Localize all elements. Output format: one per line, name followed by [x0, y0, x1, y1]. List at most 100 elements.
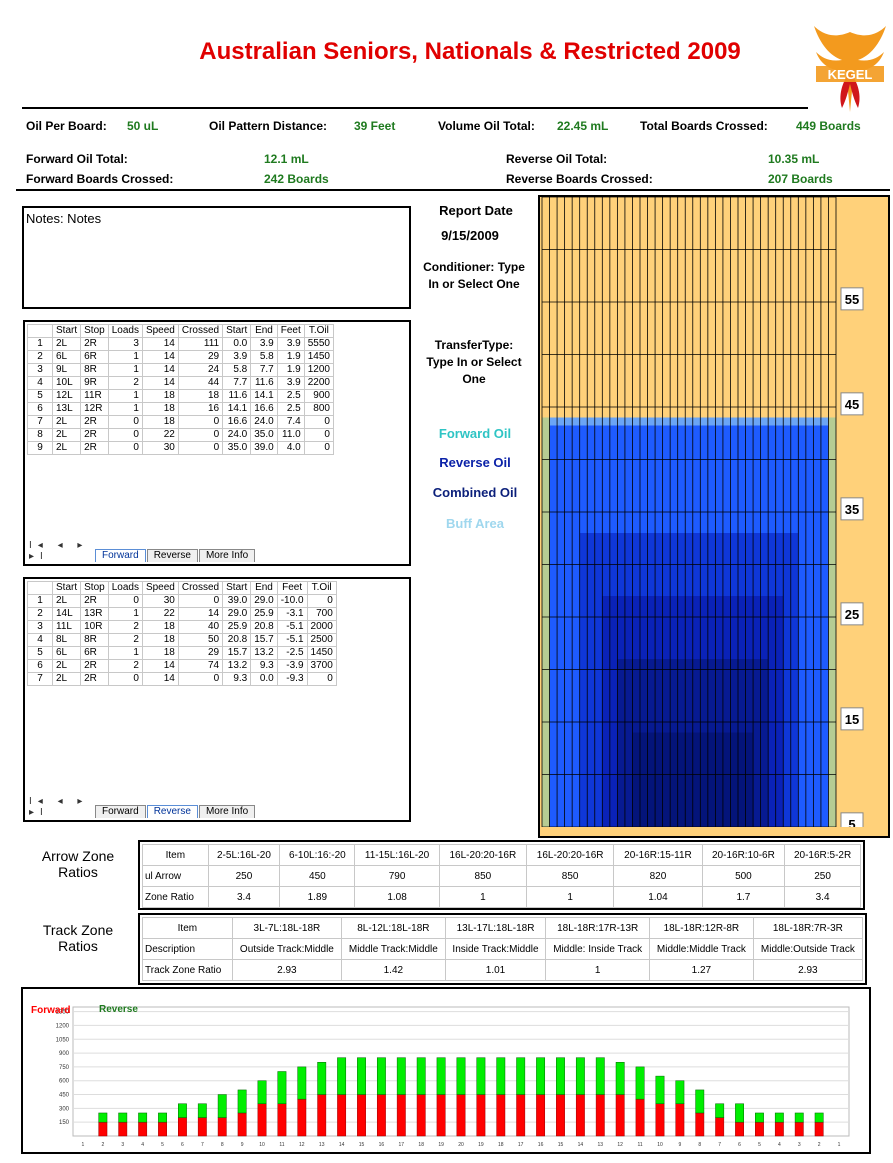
- table-cell[interactable]: 35.0: [250, 428, 278, 442]
- tab-reverse[interactable]: Reverse: [146, 805, 198, 818]
- table-cell[interactable]: 20.8: [250, 620, 278, 634]
- table-cell[interactable]: 39.0: [222, 594, 252, 608]
- table-cell[interactable]: 2L: [51, 337, 82, 351]
- table-cell[interactable]: 15.7: [222, 646, 252, 660]
- table-cell[interactable]: 2.5: [276, 389, 305, 403]
- table-row[interactable]: 5 6L 6R 1 18 29 15.7 13.2 -2.5 1450: [27, 646, 337, 660]
- table-row[interactable]: 3 9L 8R 1 14 24 5.8 7.7 1.9 1200: [27, 363, 334, 377]
- table-cell[interactable]: 2L: [51, 441, 82, 455]
- table-cell[interactable]: 1: [107, 363, 143, 377]
- table-cell[interactable]: 2: [107, 376, 143, 390]
- table-cell[interactable]: 14: [177, 607, 224, 621]
- table-cell[interactable]: 14: [141, 363, 179, 377]
- table-cell[interactable]: -5.1: [276, 620, 308, 634]
- table-cell[interactable]: 5550: [303, 337, 334, 351]
- table-cell[interactable]: 11.0: [276, 428, 305, 442]
- table-cell[interactable]: 14L: [51, 607, 82, 621]
- table-cell[interactable]: 900: [303, 389, 334, 403]
- table-cell[interactable]: 0: [177, 428, 224, 442]
- record-navigator[interactable]: I◂ ◂ ▸ ▸I: [29, 796, 89, 818]
- table-cell[interactable]: 40: [177, 620, 224, 634]
- table-cell[interactable]: 14: [141, 659, 179, 673]
- table-cell[interactable]: 1450: [306, 646, 337, 660]
- table-cell[interactable]: 18: [141, 389, 179, 403]
- table-cell[interactable]: 13L: [51, 402, 82, 416]
- table-cell[interactable]: 29.0: [250, 594, 278, 608]
- table-cell[interactable]: 24: [177, 363, 224, 377]
- table-cell[interactable]: 14: [141, 376, 179, 390]
- table-cell[interactable]: 7.7: [250, 363, 278, 377]
- table-cell[interactable]: 1450: [303, 350, 334, 364]
- table-cell[interactable]: 800: [303, 402, 334, 416]
- table-row[interactable]: 7 2L 2R 0 14 0 9.3 0.0 -9.3 0: [27, 672, 337, 686]
- table-cell[interactable]: 11L: [51, 620, 82, 634]
- table-cell[interactable]: 2R: [80, 659, 109, 673]
- table-cell[interactable]: 30: [141, 594, 179, 608]
- table-cell[interactable]: 0: [107, 441, 143, 455]
- table-cell[interactable]: 0: [303, 415, 334, 429]
- table-cell[interactable]: 10R: [80, 620, 109, 634]
- table-cell[interactable]: 2500: [306, 633, 337, 647]
- table-cell[interactable]: 1.9: [276, 350, 305, 364]
- table-cell[interactable]: 1: [107, 402, 143, 416]
- table-cell[interactable]: 25.9: [250, 607, 278, 621]
- table-cell[interactable]: 700: [306, 607, 337, 621]
- table-cell[interactable]: 0: [107, 415, 143, 429]
- table-cell[interactable]: 1.9: [276, 363, 305, 377]
- tab-more-info[interactable]: More Info: [198, 549, 256, 562]
- table-cell[interactable]: 9.3: [222, 672, 252, 686]
- table-cell[interactable]: 24.0: [250, 415, 278, 429]
- table-cell[interactable]: -3.9: [276, 659, 308, 673]
- table-cell[interactable]: 11.6: [222, 389, 252, 403]
- table-cell[interactable]: 22: [141, 607, 179, 621]
- table-cell[interactable]: 2R: [80, 441, 109, 455]
- table-cell[interactable]: -10.0: [276, 594, 308, 608]
- table-cell[interactable]: 111: [177, 337, 224, 351]
- table-cell[interactable]: 16: [177, 402, 224, 416]
- table-cell[interactable]: 2R: [80, 415, 109, 429]
- table-cell[interactable]: 13.2: [222, 659, 252, 673]
- tab-forward[interactable]: Forward: [95, 549, 146, 562]
- table-row[interactable]: 8 2L 2R 0 22 0 24.0 35.0 11.0 0: [27, 428, 334, 442]
- table-cell[interactable]: 2R: [80, 594, 109, 608]
- table-cell[interactable]: 2: [107, 659, 143, 673]
- table-cell[interactable]: 6R: [80, 646, 109, 660]
- table-cell[interactable]: 30: [141, 441, 179, 455]
- conditioner-field[interactable]: Conditioner: Type In or Select One: [423, 260, 525, 291]
- table-cell[interactable]: 16.6: [222, 415, 252, 429]
- table-row[interactable]: 2 14L 13R 1 22 14 29.0 25.9 -3.1 700: [27, 607, 337, 621]
- table-cell[interactable]: 74: [177, 659, 224, 673]
- table-row[interactable]: 2 6L 6R 1 14 29 3.9 5.8 1.9 1450: [27, 350, 334, 364]
- table-cell[interactable]: 3700: [306, 659, 337, 673]
- table-cell[interactable]: 22: [141, 428, 179, 442]
- table-cell[interactable]: 8L: [51, 633, 82, 647]
- table-cell[interactable]: 15.7: [250, 633, 278, 647]
- table-row[interactable]: 4 10L 9R 2 14 44 7.7 11.6 3.9 2200: [27, 376, 334, 390]
- table-cell[interactable]: 18: [177, 389, 224, 403]
- table-cell[interactable]: 18: [141, 620, 179, 634]
- table-cell[interactable]: -5.1: [276, 633, 308, 647]
- table-cell[interactable]: 18: [141, 633, 179, 647]
- reverse-grid[interactable]: Start Stop Loads Speed Crossed Start End Feet T.…: [23, 577, 411, 822]
- table-cell[interactable]: 9.3: [250, 659, 278, 673]
- table-cell[interactable]: 9L: [51, 363, 82, 377]
- table-cell[interactable]: 1200: [303, 363, 334, 377]
- table-cell[interactable]: 3.9: [276, 376, 305, 390]
- table-cell[interactable]: 50: [177, 633, 224, 647]
- table-cell[interactable]: 24.0: [222, 428, 252, 442]
- table-row[interactable]: 9 2L 2R 0 30 0 35.0 39.0 4.0 0: [27, 441, 334, 455]
- table-cell[interactable]: 29: [177, 350, 224, 364]
- table-cell[interactable]: 2R: [80, 672, 109, 686]
- table-cell[interactable]: 0: [177, 441, 224, 455]
- table-cell[interactable]: 6L: [51, 646, 82, 660]
- table-cell[interactable]: 29: [177, 646, 224, 660]
- table-cell[interactable]: 2L: [51, 672, 82, 686]
- table-cell[interactable]: 1: [107, 389, 143, 403]
- table-cell[interactable]: 6R: [80, 350, 109, 364]
- table-cell[interactable]: 2L: [51, 428, 82, 442]
- table-cell[interactable]: 3.9: [222, 350, 252, 364]
- table-cell[interactable]: 0: [177, 672, 224, 686]
- table-cell[interactable]: 10L: [51, 376, 82, 390]
- table-cell[interactable]: -2.5: [276, 646, 308, 660]
- table-row[interactable]: 1 2L 2R 3 14 111 0.0 3.9 3.9 5550: [27, 337, 334, 351]
